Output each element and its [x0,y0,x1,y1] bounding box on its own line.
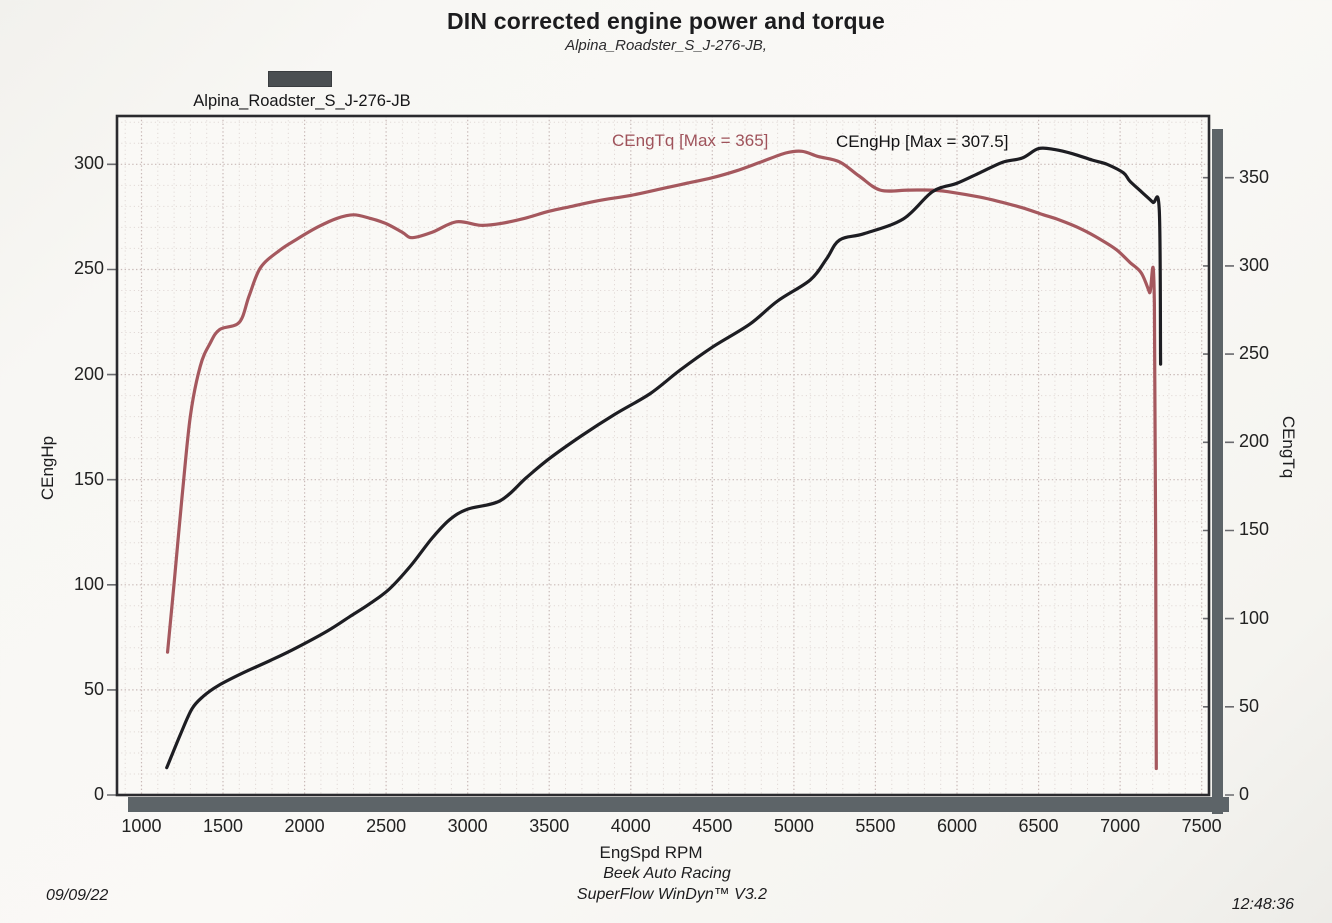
right-axis-tick-label: 50 [1239,695,1260,716]
x-axis-tick-label: 1000 [121,816,162,836]
x-axis-tick-label: 4500 [692,816,733,836]
right-axis-tick-label: 300 [1239,254,1270,275]
x-axis-tick-label: 2000 [284,816,325,836]
legend-swatch [268,71,332,87]
x-axis-tick-label: 3500 [529,816,570,836]
right-axis-tick-label: 0 [1239,784,1250,804]
left-axis-tick-label: 100 [73,573,104,594]
right-axis-tick-label: 200 [1239,431,1270,452]
grid-major [117,116,1209,795]
left-axis-tick-label: 200 [73,363,104,384]
power-max-label: CEngHp [Max = 307.5] [836,132,1009,151]
left-axis-tick-label: 0 [93,784,104,804]
right-axis-tick-label: 250 [1239,343,1270,364]
right-axis-tick-label: 100 [1239,607,1270,628]
x-axis-tick-label: 6500 [1018,816,1059,836]
right-axis-tick-label: 350 [1239,166,1270,187]
torque-max-label: CEngTq [Max = 365] [612,131,769,150]
footer-software: SuperFlow WinDyn™ V3.2 [576,886,768,903]
left-axis-tick-label: 50 [83,678,104,699]
x-axis-tick-label: 3000 [447,816,488,836]
left-axis-tick-label: 250 [73,258,104,279]
left-axis-tick-label: 300 [73,153,104,174]
grid-minor [117,116,1209,795]
x-axis-tick-label: 4000 [610,816,651,836]
shadow-bar-right [1212,129,1223,814]
x-axis-tick-label: 5500 [855,816,896,836]
footer-date: 09/09/22 [46,887,109,904]
x-axis-tick-label: 7500 [1181,816,1222,836]
x-axis-tick-label: 6000 [936,816,978,836]
left-axis-tick-label: 150 [73,468,104,489]
x-axis-title: EngSpd RPM [599,843,703,862]
x-axis-tick-label: 7000 [1100,816,1141,836]
x-axis-tick-label: 2500 [366,816,407,836]
curve-cengtq [165,149,1158,771]
page-subtitle: Alpina_Roadster_S_J-276-JB, [565,37,767,54]
page-title: DIN corrected engine power and torque [446,8,886,34]
x-axis-tick-label: 1500 [202,816,244,836]
shadow-bar-bottom [128,797,1229,812]
x-axis-tick-label: 5000 [773,816,814,836]
legend-run-label: Alpina_Roadster_S_J-276-JB [193,92,411,110]
right-axis-tick-label: 150 [1239,519,1270,540]
plot-frame [115,114,1211,797]
footer-time: 12:48:36 [1231,896,1294,913]
curve-cenghp [165,146,1163,770]
footer-facility: Beek Auto Racing [603,865,731,882]
